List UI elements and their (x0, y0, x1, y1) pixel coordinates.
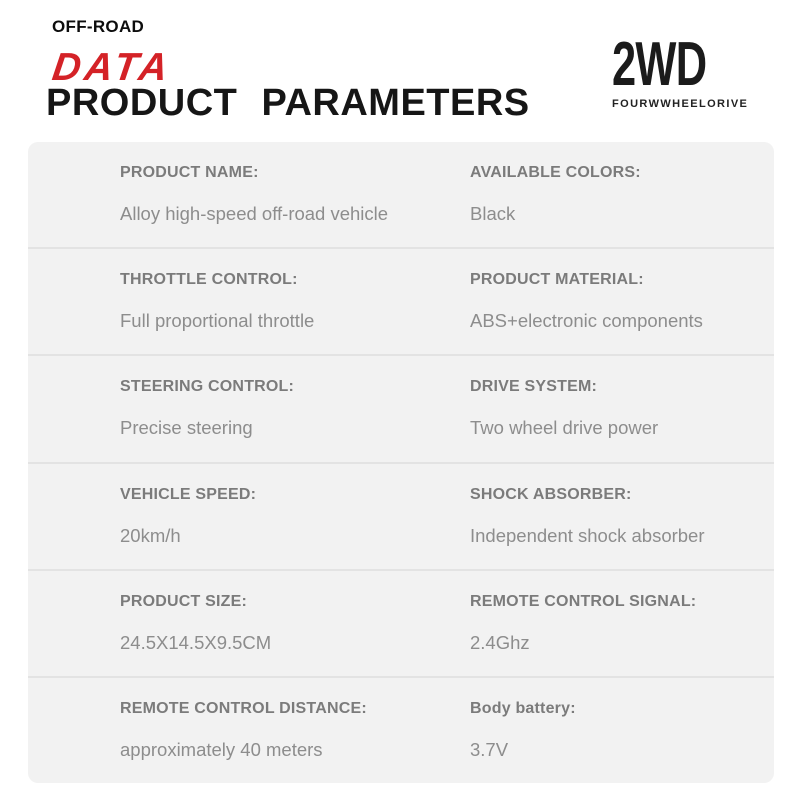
spec-label: THROTTLE CONTROL: (120, 271, 298, 289)
spec-cell-right: PRODUCT MATERIAL: ABS+electronic compone… (470, 271, 774, 332)
spec-cell-right: Body battery: 3.7V (470, 700, 774, 761)
spec-label: REMOTE CONTROL SIGNAL: (470, 592, 697, 610)
spec-label: PRODUCT MATERIAL: (470, 271, 644, 289)
spec-cell-right: REMOTE CONTROL SIGNAL: 2.4Ghz (470, 593, 774, 654)
spec-cell-left: PRODUCT SIZE: 24.5X14.5X9.5CM (120, 593, 470, 654)
spec-cell-right: AVAILABLE COLORS: Black (470, 164, 774, 225)
spec-value: Black (470, 203, 516, 225)
spec-value: 20km/h (120, 524, 181, 546)
spec-cell-left: VEHICLE SPEED: 20km/h (120, 486, 470, 547)
spec-label: Body battery: (470, 699, 576, 717)
spec-value: Two wheel drive power (470, 417, 659, 439)
spec-value: Independent shock absorber (470, 524, 705, 546)
spec-row: REMOTE CONTROL DISTANCE: approximately 4… (28, 675, 774, 783)
drive-logo: 2WD FOURWWHEELORIVE (612, 30, 782, 111)
spec-cell-right: SHOCK ABSORBER: Independent shock absorb… (470, 486, 774, 547)
page-title: PRODUCT PARAMETERS (46, 82, 530, 124)
spec-value: 3.7V (470, 738, 509, 760)
spec-label: PRODUCT SIZE: (120, 592, 248, 610)
spec-row: STEERING CONTROL: Precise steering DRIVE… (28, 354, 774, 461)
spec-label: AVAILABLE COLORS: (470, 164, 641, 182)
spec-value: Full proportional throttle (120, 310, 315, 332)
spec-cell-left: THROTTLE CONTROL: Full proportional thro… (120, 271, 470, 332)
spec-row: PRODUCT SIZE: 24.5X14.5X9.5CM REMOTE CON… (28, 568, 774, 676)
spec-cell-left: REMOTE CONTROL DISTANCE: approximately 4… (120, 700, 470, 761)
spec-value: approximately 40 meters (120, 738, 323, 760)
spec-label: STEERING CONTROL: (120, 378, 295, 396)
spec-value: Alloy high-speed off-road vehicle (120, 203, 389, 225)
drive-logo-2wd: 2WD (612, 30, 707, 99)
kicker-offroad: OFF-ROAD (52, 17, 145, 36)
spec-value: ABS+electronic components (470, 310, 703, 332)
spec-label: SHOCK ABSORBER: (470, 485, 632, 503)
spec-cell-left: PRODUCT NAME: Alloy high-speed off-road … (120, 164, 470, 225)
spec-value: Precise steering (120, 417, 253, 439)
spec-label: VEHICLE SPEED: (120, 485, 257, 503)
spec-label: PRODUCT NAME: (120, 164, 259, 182)
spec-row: VEHICLE SPEED: 20km/h SHOCK ABSORBER: In… (28, 461, 774, 569)
spec-label: DRIVE SYSTEM: (470, 378, 598, 396)
spec-cell-right: DRIVE SYSTEM: Two wheel drive power (470, 378, 774, 439)
spec-label: REMOTE CONTROL DISTANCE: (120, 699, 367, 717)
spec-value: 24.5X14.5X9.5CM (120, 631, 272, 653)
spec-row: THROTTLE CONTROL: Full proportional thro… (28, 247, 774, 354)
spec-cell-left: STEERING CONTROL: Precise steering (120, 378, 470, 439)
drive-logo-subtext: FOURWWHEELORIVE (612, 98, 749, 111)
spec-panel: PRODUCT NAME: Alloy high-speed off-road … (28, 142, 774, 783)
spec-row: PRODUCT NAME: Alloy high-speed off-road … (28, 142, 774, 247)
spec-value: 2.4Ghz (470, 631, 530, 653)
